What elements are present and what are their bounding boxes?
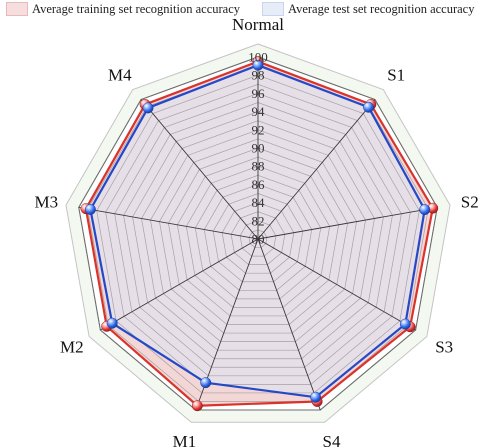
radial-tick-label: 86 [252,177,266,192]
radial-tick-label: 100 [248,50,268,65]
radial-tick-label: 92 [252,122,265,137]
data-point-test-m4 [142,102,154,114]
legend-swatch-training [6,2,28,16]
category-label-m1: M1 [173,432,197,447]
grid-ring [87,65,429,402]
category-label-normal: Normal [232,15,284,34]
radial-tick-label: 88 [252,159,265,174]
radial-tick-label: 96 [252,86,266,101]
data-point-test-m2 [106,317,118,329]
data-point-test-s2 [419,204,431,216]
axis-spoke-m2 [100,238,259,331]
legend-item-test: Average test set recognition accuracy [262,1,474,17]
grid-ring [141,120,375,351]
axis-spoke-s2 [257,206,438,240]
radial-tick-label: 80 [252,232,265,247]
grid-ring [194,174,322,300]
data-point-training-m1 [191,400,203,412]
category-label-s4: S4 [323,432,341,447]
category-label-m4: M4 [108,65,132,84]
grid-ring [168,147,348,325]
series-line-training [84,60,434,407]
data-point-test-m3 [84,204,96,215]
axis-spoke-s1 [257,99,376,240]
data-point-test-m1 [200,377,212,389]
data-point-test-normal [252,59,264,71]
data-point-test-s4 [310,391,322,403]
series-line-test [89,64,426,399]
grid-ring [248,229,268,248]
grid-ring [159,138,357,334]
axis-spoke-m4 [140,99,259,240]
data-point-test-s1 [363,101,374,113]
grid-ring [176,156,340,317]
category-label-m2: M2 [60,338,84,357]
grid-ring [123,102,393,368]
radial-tick-label: 82 [252,213,265,228]
grid-ring [105,83,411,385]
data-point-test-s3 [399,318,411,330]
legend-label-test: Average test set recognition accuracy [288,1,475,16]
legend-swatch-test [262,2,284,16]
radial-tick-label: 90 [252,141,265,156]
grid-ring [203,184,313,291]
grid-ring [114,93,402,377]
grid-ring [212,193,304,283]
radial-tick-label: 84 [252,195,266,210]
grid-ring [239,220,277,257]
grid-ring [221,202,295,274]
grid-ring [150,129,366,342]
category-label-s2: S2 [461,193,479,212]
radial-tick-label: 94 [252,104,266,119]
legend-item-training: Average training set recognition accurac… [6,1,240,17]
grid-ring [132,111,384,360]
category-label-s1: S1 [387,65,405,84]
grid-ring [96,74,420,394]
grid-ring [230,211,286,265]
grid-ring-outer [78,56,438,411]
axis-spoke-s4 [257,238,321,411]
chart-legend: Average training set recognition accurac… [0,0,498,20]
legend-label-training: Average training set recognition accurac… [32,1,241,16]
radial-tick-label: 98 [252,68,265,83]
axis-spoke-m3 [78,206,259,240]
category-label-s3: S3 [435,338,453,357]
grid-ring [185,165,331,308]
category-label-m3: M3 [34,193,58,212]
axis-spoke-s3 [257,238,416,331]
